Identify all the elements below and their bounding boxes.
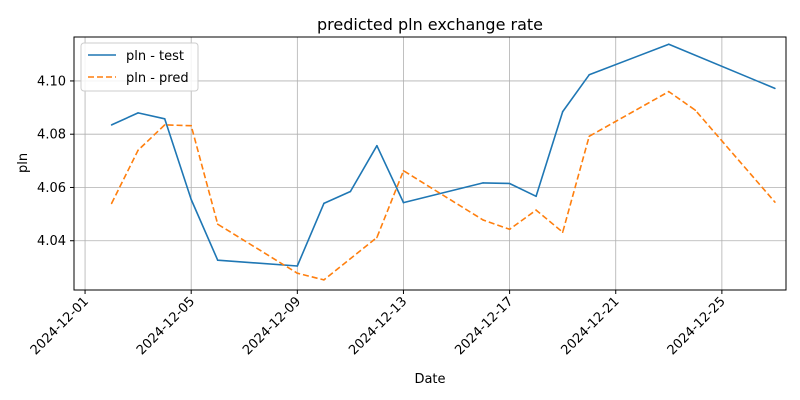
y-tick-label: 4.06	[37, 181, 66, 196]
data-point	[190, 124, 192, 127]
x-axis-label: Date	[414, 372, 445, 387]
data-point	[668, 43, 670, 45]
data-point	[163, 124, 166, 126]
data-point	[774, 87, 776, 90]
data-point	[561, 110, 564, 113]
x-tick-label: 2024-12-01	[28, 294, 92, 358]
data-point	[482, 182, 484, 184]
series-line-test	[111, 43, 776, 267]
y-tick-label: 4.04	[37, 234, 66, 249]
data-point	[110, 202, 113, 205]
y-axis: 4.04 4.06 4.08 4.10	[37, 74, 74, 249]
x-tick-label: 2024-12-05	[134, 294, 198, 358]
data-point	[296, 272, 299, 275]
y-tick-label: 4.08	[37, 128, 66, 143]
data-point	[349, 190, 352, 193]
data-point	[535, 209, 537, 211]
x-tick-label: 2024-12-13	[346, 294, 410, 358]
data-point	[216, 259, 219, 262]
data-point	[402, 169, 405, 172]
series-line-pred	[110, 90, 776, 281]
data-point	[694, 109, 697, 111]
data-point	[668, 90, 670, 93]
data-point	[296, 265, 299, 267]
data-point	[323, 202, 325, 205]
x-tick-label: 2024-12-21	[559, 294, 623, 358]
chart-title: predicted pln exchange rate	[317, 15, 543, 34]
data-point	[561, 231, 564, 233]
legend-label: pln - pred	[126, 71, 189, 86]
series-layer	[110, 43, 776, 281]
legend-label: pln - test	[126, 49, 184, 64]
data-point	[535, 195, 537, 198]
data-point	[508, 228, 511, 231]
data-point	[482, 219, 484, 221]
data-point	[216, 223, 219, 225]
data-point	[508, 182, 511, 185]
data-point	[376, 144, 378, 147]
data-point	[163, 118, 166, 120]
legend: pln - test pln - pred	[80, 42, 199, 92]
x-tick-label: 2024-12-17	[452, 294, 516, 358]
y-tick-label: 4.10	[37, 74, 66, 89]
data-point	[323, 279, 325, 281]
y-axis-label: pln	[16, 153, 31, 173]
data-point	[190, 198, 192, 201]
data-point	[588, 135, 590, 138]
data-point	[137, 112, 139, 114]
data-point	[402, 201, 405, 204]
x-axis: 2024-12-01 2024-12-05 2024-12-09 2024-12-13…	[28, 290, 729, 358]
data-point	[588, 74, 590, 76]
data-point	[376, 236, 378, 239]
data-point	[137, 149, 139, 151]
x-tick-label: 2024-12-25	[665, 294, 729, 358]
data-point	[110, 124, 113, 126]
data-point	[774, 201, 776, 203]
x-tick-label: 2024-12-09	[240, 294, 304, 358]
plot-frame	[73, 36, 787, 291]
